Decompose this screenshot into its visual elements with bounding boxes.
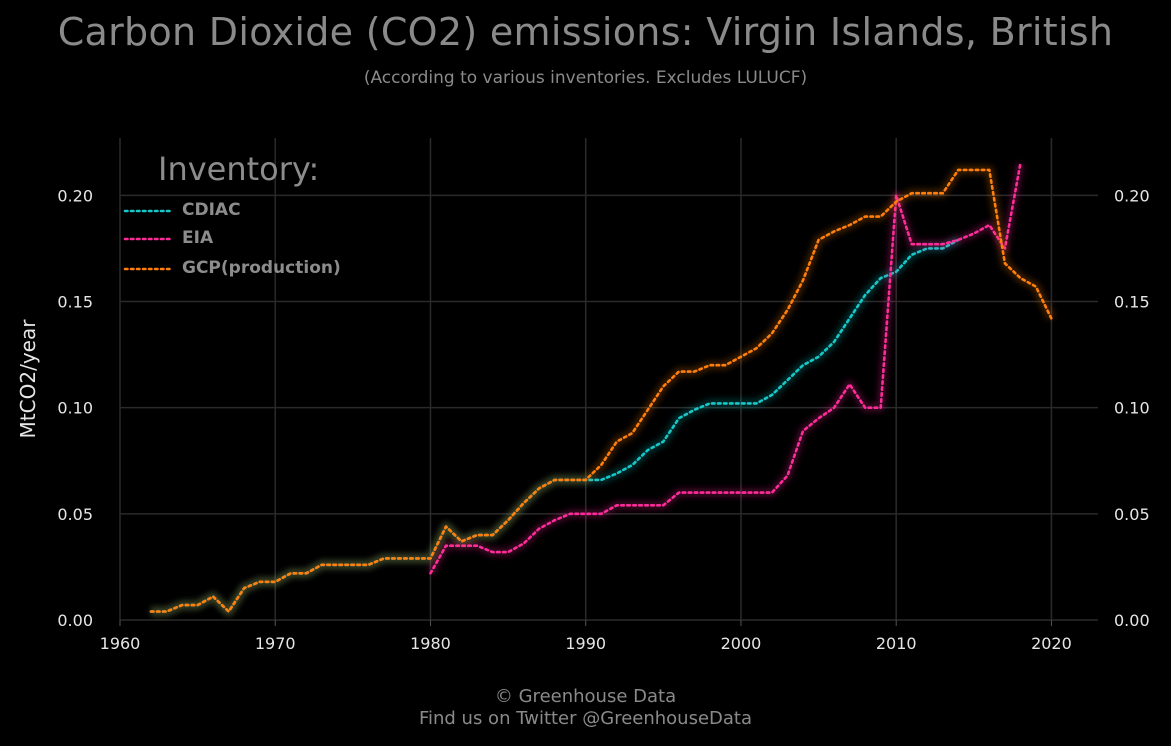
x-tick-label-1990: 1990 (565, 634, 606, 653)
footer-twitter: Find us on Twitter @GreenhouseData (418, 708, 753, 729)
y-tick-label-left-0.15: 0.15 (57, 292, 93, 311)
y-tick-label-right-0.15: 0.15 (1114, 292, 1150, 311)
x-tick-label-2000: 2000 (721, 634, 762, 653)
axes: 1960 1970 1980 1990 2000 2010 2020 0.00 0.00 0.05… (16, 186, 1150, 653)
legend-label-gcp: GCP(production) (182, 258, 341, 278)
chart-subtitle: (According to various inventories. Exclu… (363, 68, 808, 88)
x-tick-label-2010: 2010 (876, 634, 917, 653)
series-line-gcp-production (149, 168, 1053, 613)
y-tick-label-left-0.20: 0.20 (57, 186, 93, 205)
y-tick-label-left-0.00: 0.00 (57, 611, 93, 630)
x-tick-label-2020: 2020 (1031, 634, 1072, 653)
y-tick-label-left-0.10: 0.10 (57, 399, 93, 418)
series-line-cdiac (149, 238, 960, 613)
x-tick-label-1960: 1960 (100, 634, 141, 653)
x-tick-label-1980: 1980 (410, 634, 451, 653)
series-glow-gcp-production (151, 165, 1056, 616)
y-tick-label-right-0.05: 0.05 (1114, 505, 1150, 524)
grid-lines (119, 138, 1098, 621)
series-glow-cdiac (151, 235, 961, 616)
legend-title: Inventory: (158, 150, 320, 188)
chart-title: Carbon Dioxide (CO2) emissions: Virgin I… (57, 10, 1114, 54)
footer-copyright: © Greenhouse Data (494, 686, 677, 707)
x-tick-label-1970: 1970 (255, 634, 296, 653)
y-axis-label: MtCO2/year (16, 319, 40, 439)
series-line-eia (429, 162, 1022, 575)
legend-label-cdiac: CDIAC (182, 200, 241, 220)
y-tick-label-right-0.00: 0.00 (1114, 611, 1150, 630)
y-tick-label-right-0.20: 0.20 (1114, 186, 1150, 205)
y-tick-label-right-0.10: 0.10 (1114, 399, 1150, 418)
series-layer (149, 162, 1056, 616)
y-tick-label-left-0.05: 0.05 (57, 505, 93, 524)
legend-label-eia: EIA (182, 228, 214, 248)
